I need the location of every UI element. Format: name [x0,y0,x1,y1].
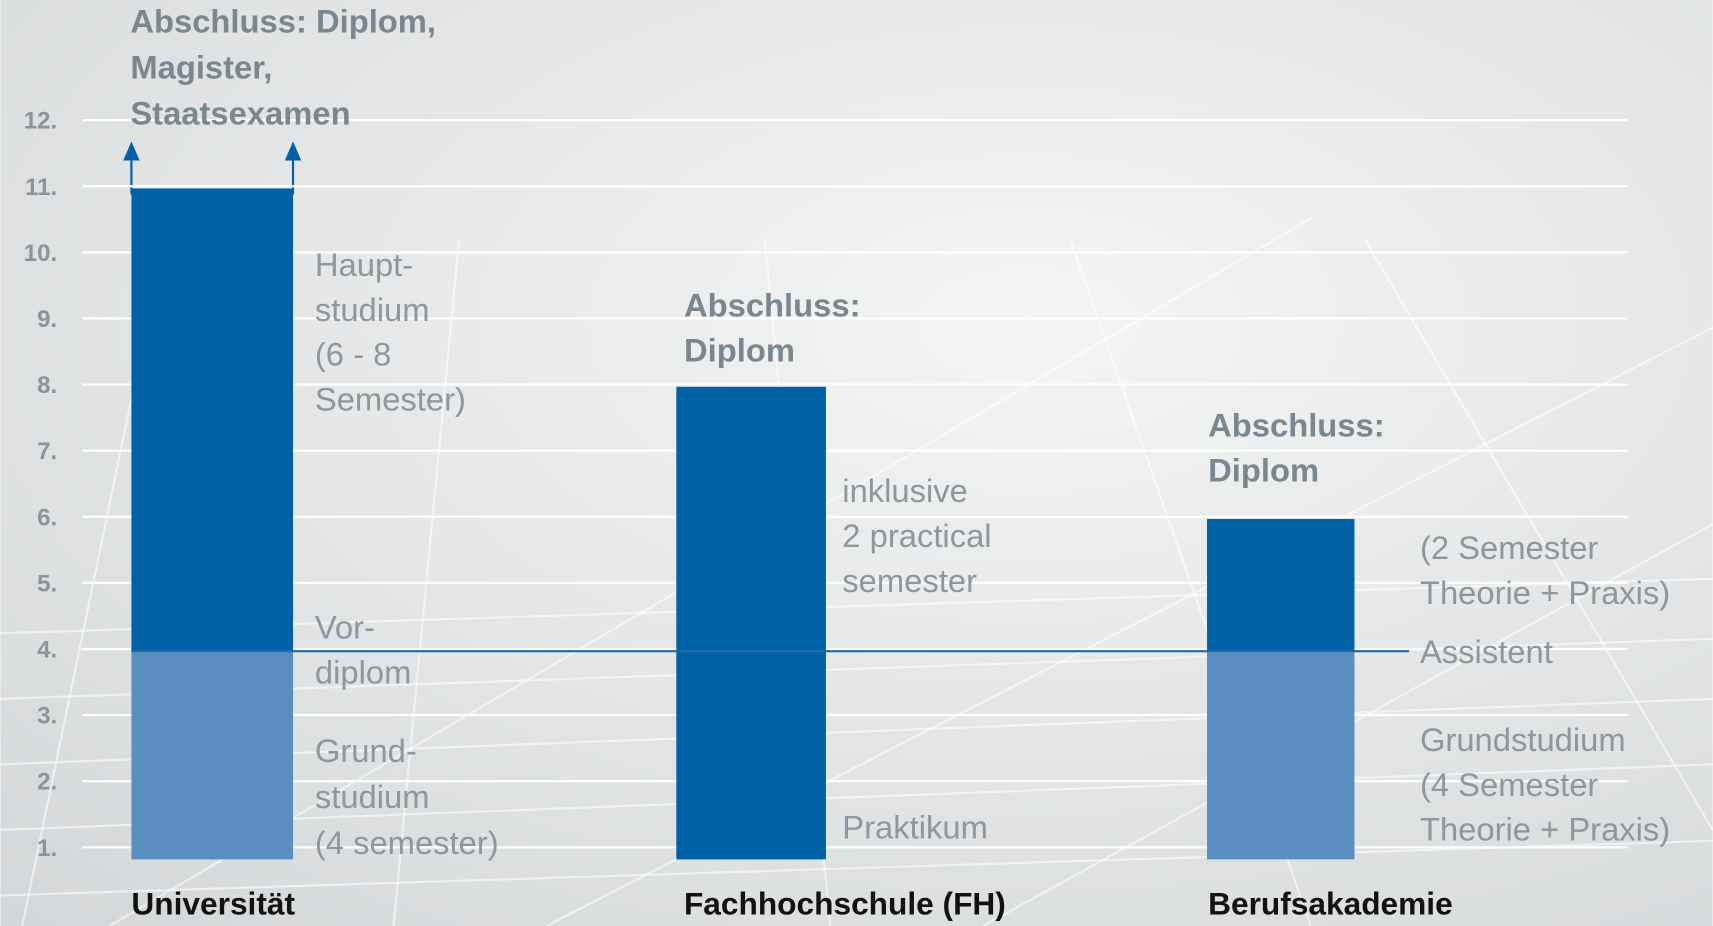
annotation: studium [315,778,430,815]
bar-segment [676,386,826,860]
annotation: Abschluss: Diplom, [130,3,436,40]
bar-segment [131,188,294,652]
y-tick-label: 9. [37,306,57,333]
annotation: Haupt- [315,246,413,283]
annotation: semester [842,562,977,599]
annotation: Grund- [315,732,417,769]
x-category-label: Berufsakademie [1208,886,1453,922]
annotation: Staatsexamen [130,94,350,131]
annotation: Diplom [684,331,795,368]
y-tick-label: 11. [25,174,57,201]
annotation: Magister, [130,49,272,86]
y-tick-label: 2. [37,769,57,796]
annotation: Assistent [1420,633,1553,670]
y-tick-label: 5. [37,570,57,597]
y-tick-label: 12. [24,108,57,135]
annotation: Theorie + Praxis) [1420,811,1670,848]
y-tick-label: 8. [37,372,57,399]
annotation: (2 Semester [1420,529,1598,566]
bar-segment [1207,651,1355,860]
annotation: diplom [315,654,411,691]
annotation: studium [315,291,430,328]
y-tick-label: 3. [37,703,57,730]
annotation: (4 semester) [315,824,499,861]
annotation: Grundstudium [1420,721,1626,758]
bar-segment [131,651,294,860]
annotation: Diplom [1208,451,1319,488]
annotation: (6 - 8 [315,336,391,373]
y-tick-label: 10. [24,240,57,267]
perspective-grid [0,217,1713,926]
open-end-arrows [123,141,302,195]
x-category-label: Universität [131,886,295,922]
y-tick-label: 7. [37,438,57,465]
bar-segment [1207,518,1355,652]
x-category-label: Fachhochschule (FH) [684,886,1006,922]
annotation: 2 practical [842,517,991,554]
y-tick-label: 6. [37,504,57,531]
y-tick-label: 4. [37,637,57,664]
annotation: Abschluss: [1208,407,1385,444]
y-tick-label: 1. [37,835,57,862]
annotation: inklusive [842,472,968,509]
annotation: (4 Semester [1420,766,1598,803]
annotation: Praktikum [842,809,988,846]
annotation: Semester) [315,381,466,418]
annotation: Abschluss: [684,287,861,324]
annotation: Vor- [315,609,375,646]
annotation: Theorie + Praxis) [1420,574,1670,611]
